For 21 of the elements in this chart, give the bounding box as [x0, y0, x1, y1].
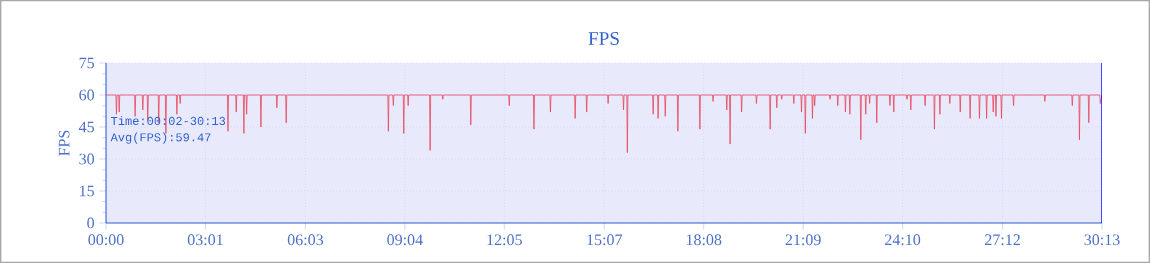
x-tick-label: 00:00: [88, 234, 124, 246]
y-tick-label: 0: [87, 217, 95, 229]
y-tick-label: 15: [80, 185, 95, 197]
x-tick-label: 18:08: [686, 234, 722, 246]
x-tick-label: 27:12: [985, 234, 1020, 246]
x-tick-label: 15:07: [587, 234, 623, 246]
x-tick-label: 06:03: [287, 234, 324, 246]
y-tick-label: 60: [79, 89, 95, 101]
x-tick-label: 24:10: [885, 234, 921, 246]
chart-title: FPS: [588, 32, 619, 45]
x-tick-label: 21:09: [785, 234, 821, 246]
x-tick-label: 12:05: [487, 234, 522, 246]
y-tick-label: 45: [78, 121, 95, 133]
annotation: Avg(FPS):59.47: [110, 132, 211, 144]
line-series: [106, 94, 1102, 153]
y-axis-title: FPS: [58, 130, 70, 156]
y-tick-label: 75: [79, 57, 95, 69]
x-tick-label: 09:04: [387, 234, 423, 246]
x-tick-label: 30:13: [1084, 234, 1120, 246]
y-tick-label: 30: [79, 153, 95, 165]
x-tick-label: 03:01: [187, 234, 223, 246]
